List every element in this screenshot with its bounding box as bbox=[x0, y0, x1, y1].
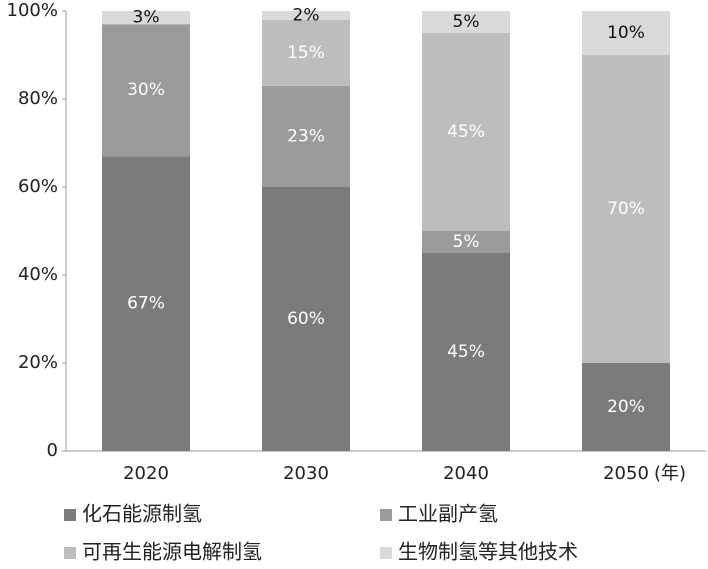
y-tick-label: 0 bbox=[47, 440, 58, 461]
bar-segment bbox=[422, 231, 510, 253]
bar-segment bbox=[262, 85, 350, 187]
value-label: 45% bbox=[447, 122, 485, 142]
value-label: 23% bbox=[287, 126, 325, 146]
value-label: 10% bbox=[607, 23, 645, 43]
bar-segment bbox=[422, 11, 510, 33]
x-tick-label: 2030 bbox=[283, 463, 329, 484]
x-tick-label: 2040 bbox=[443, 463, 489, 484]
legend-label: 化石能源制氢 bbox=[82, 502, 202, 526]
bar-segment bbox=[582, 11, 670, 55]
bar-segment bbox=[582, 55, 670, 363]
y-tick-label: 20% bbox=[18, 352, 58, 373]
bar-segment bbox=[422, 253, 510, 451]
x-tick-label: 2050 bbox=[603, 463, 649, 484]
bar-segment bbox=[422, 33, 510, 231]
legend-swatch bbox=[380, 509, 392, 521]
value-label: 2% bbox=[293, 5, 320, 25]
value-label: 45% bbox=[447, 342, 485, 362]
bar-segment bbox=[102, 11, 190, 25]
bar-segment bbox=[262, 11, 350, 20]
y-tick-label: 60% bbox=[18, 176, 58, 197]
value-label: 60% bbox=[287, 309, 325, 329]
y-tick-label: 80% bbox=[18, 88, 58, 109]
value-label: 5% bbox=[453, 232, 480, 252]
value-label: 30% bbox=[127, 80, 165, 100]
bar-segment bbox=[582, 363, 670, 451]
bar-segment bbox=[262, 19, 350, 86]
x-tick-label: 2020 bbox=[123, 463, 169, 484]
legend-label: 工业副产氢 bbox=[398, 502, 498, 526]
legend-label: 可再生能源电解制氢 bbox=[82, 540, 262, 564]
value-label: 20% bbox=[607, 397, 645, 417]
legend-swatch bbox=[64, 509, 76, 521]
legend-label: 生物制氢等其他技术 bbox=[398, 540, 578, 564]
bar-segment bbox=[102, 24, 190, 157]
y-tick-label: 100% bbox=[7, 0, 58, 21]
y-tick-label: 40% bbox=[18, 264, 58, 285]
value-label: 5% bbox=[453, 12, 480, 32]
x-axis-label: (年) bbox=[654, 463, 686, 484]
bar-segment bbox=[102, 156, 190, 451]
value-label: 15% bbox=[287, 43, 325, 63]
value-label: 3% bbox=[133, 8, 160, 28]
legend-swatch bbox=[64, 547, 76, 559]
bar-segment bbox=[262, 187, 350, 451]
value-label: 70% bbox=[607, 199, 645, 219]
legend-swatch bbox=[380, 547, 392, 559]
value-label: 67% bbox=[127, 294, 165, 314]
